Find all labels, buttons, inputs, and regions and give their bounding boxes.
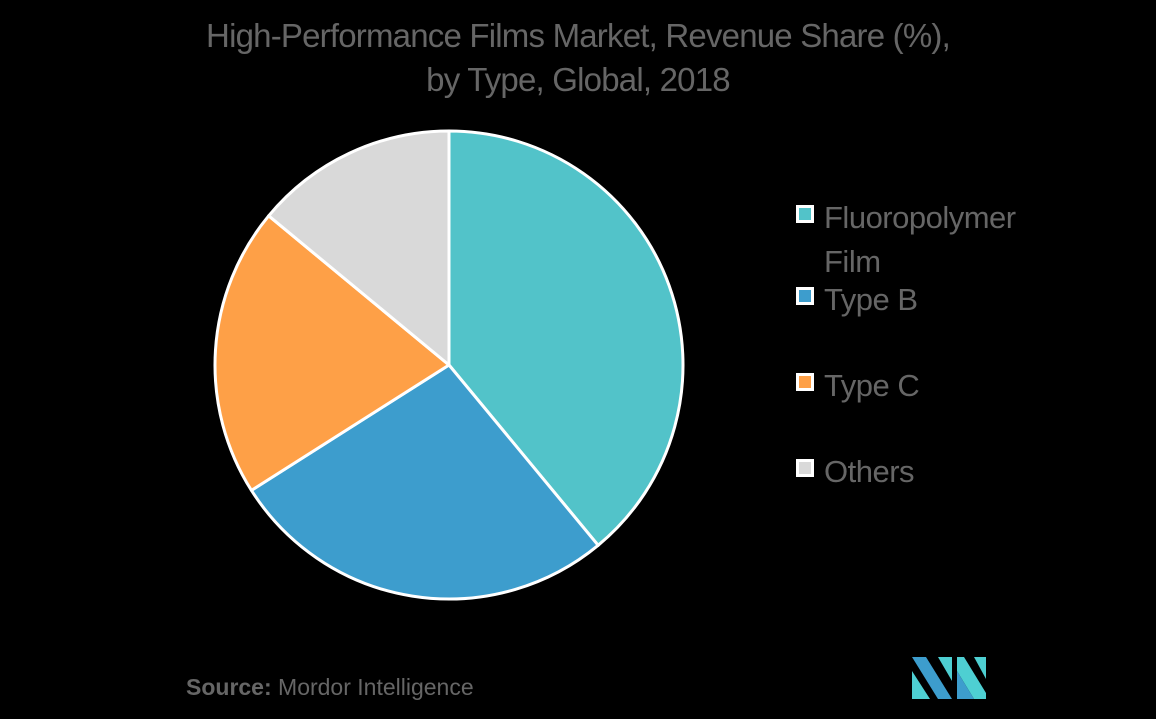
legend-swatch-icon [796,287,814,305]
source-prefix: Source: [186,674,272,700]
chart-title: High-Performance Films Market, Revenue S… [0,14,1156,102]
pie-slice-others [267,129,451,367]
source-text: Mordor Intelligence [278,674,474,700]
legend-item-type-b: Type B [796,278,1074,322]
legend-label: Fluoropolymer Film [824,200,1016,279]
legend-swatch-icon [796,205,814,223]
chart-title-line-1: High-Performance Films Market, Revenue S… [206,17,951,54]
legend-item-type-c: Type C [796,364,1074,408]
legend-swatch-icon [796,459,814,477]
legend-label: Others [824,454,915,489]
chart-title-line-2: by Type, Global, 2018 [426,61,730,98]
mordor-intelligence-logo-icon [912,657,986,699]
pie-slices [213,129,685,601]
legend-label: Type C [824,368,920,403]
source-note: Source: Mordor Intelligence [186,674,474,701]
legend-item-others: Others [796,450,1074,494]
legend-swatch-icon [796,373,814,391]
pie-slice-fluoropolymer-film [447,129,685,547]
pie-slice-type-b [249,363,600,601]
pie-slice-type-c [213,214,451,492]
legend-item-fluoropolymer-film: Fluoropolymer Film [796,196,1074,284]
legend-label: Type B [824,282,918,317]
